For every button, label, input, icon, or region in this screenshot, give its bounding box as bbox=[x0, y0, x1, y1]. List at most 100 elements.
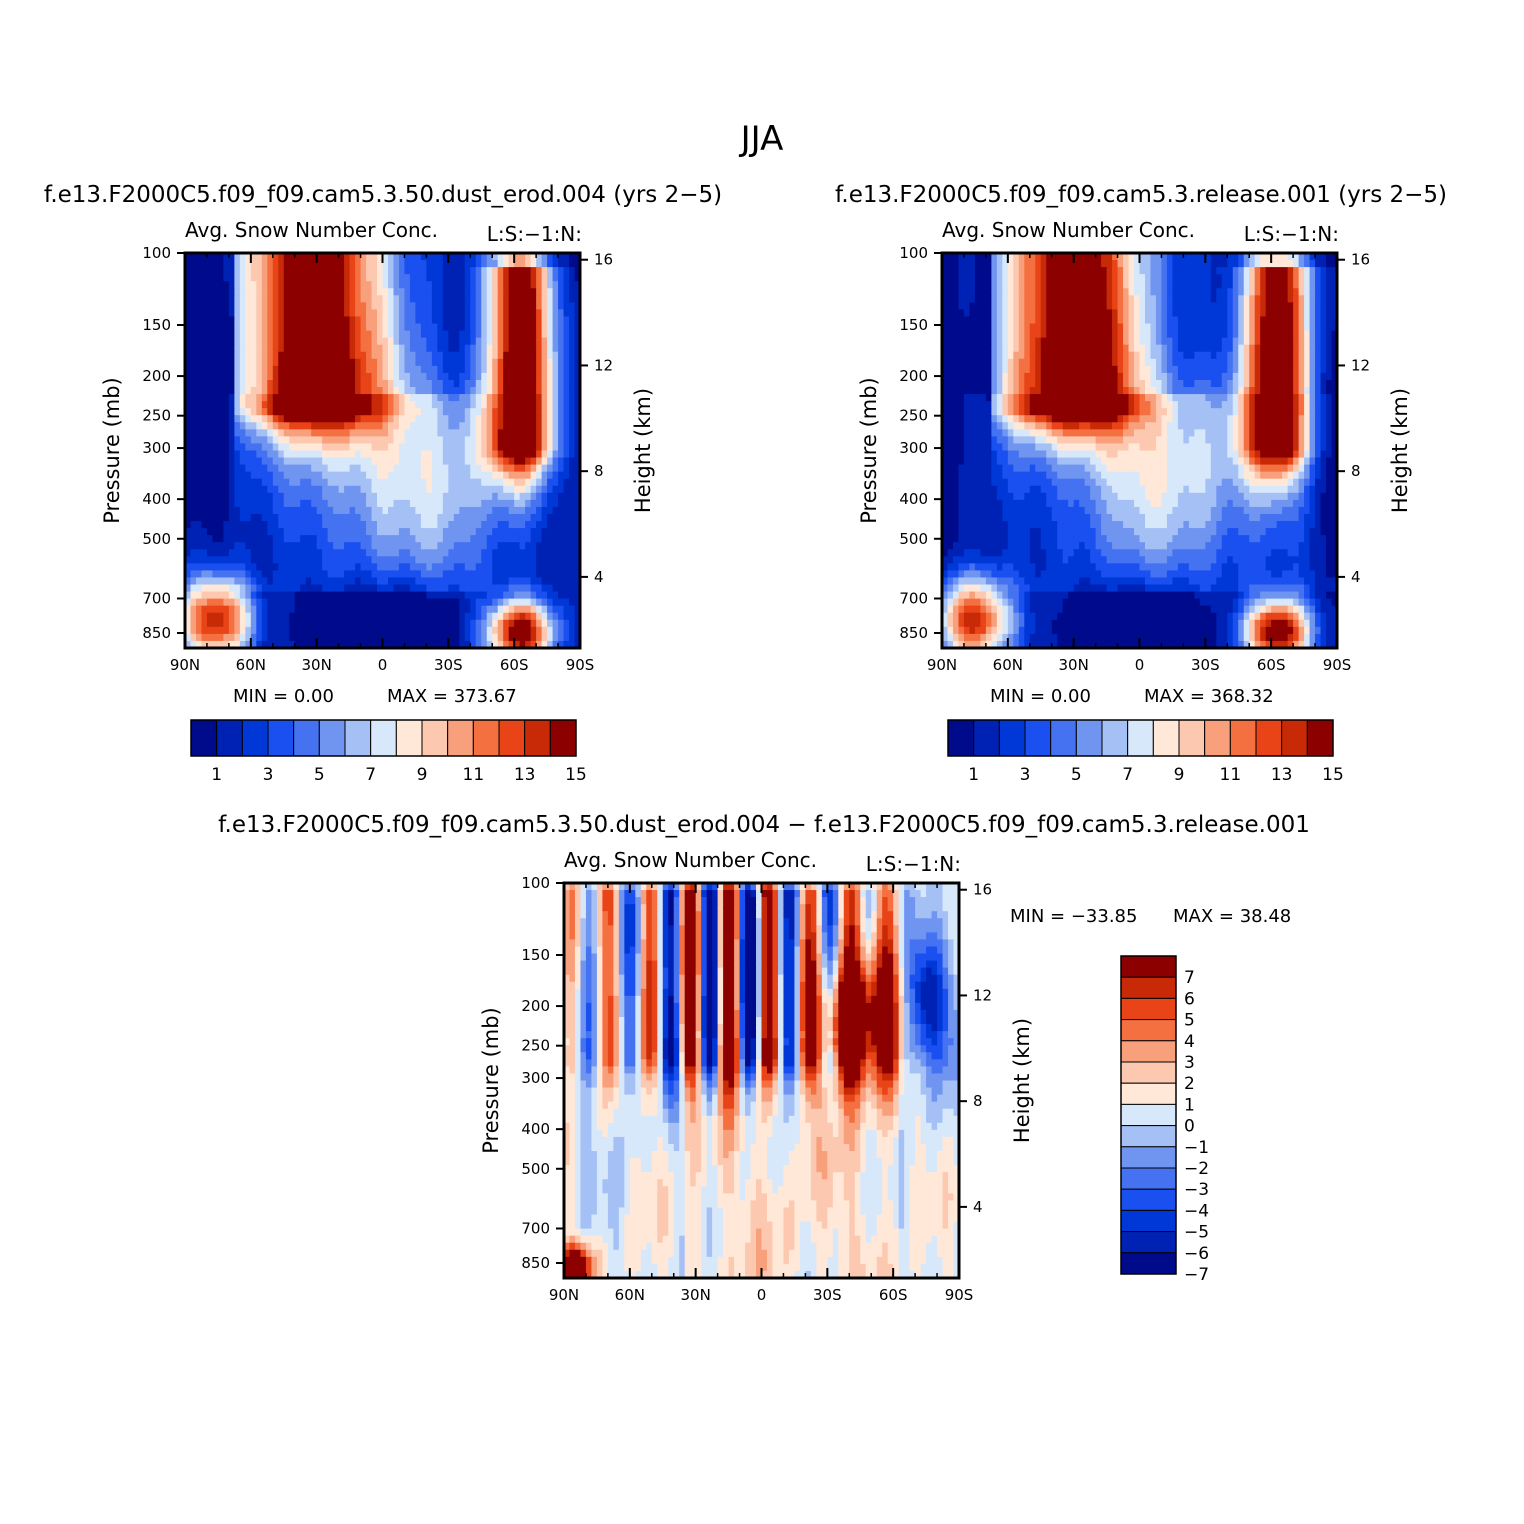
field-cell bbox=[558, 506, 565, 515]
field-cell bbox=[503, 274, 510, 282]
field-cell bbox=[256, 253, 263, 261]
field-cell bbox=[409, 267, 417, 275]
field-cell bbox=[387, 591, 395, 600]
field-cell bbox=[322, 485, 329, 494]
field-cell bbox=[1265, 323, 1272, 332]
field-cell bbox=[1287, 267, 1294, 275]
field-cell bbox=[300, 323, 307, 332]
field-cell bbox=[382, 330, 389, 339]
field-cell bbox=[338, 401, 345, 409]
field-cell bbox=[437, 365, 444, 374]
field-cell bbox=[453, 379, 460, 388]
field-cell bbox=[536, 612, 543, 621]
field-cell bbox=[1095, 302, 1102, 311]
field-cell bbox=[492, 549, 499, 557]
field-cell bbox=[552, 267, 559, 275]
field-cell bbox=[278, 422, 285, 430]
field-cell bbox=[1161, 330, 1168, 339]
field-cell bbox=[300, 394, 307, 402]
field-cell bbox=[201, 471, 208, 480]
field-cell bbox=[322, 394, 329, 402]
field-cell bbox=[1210, 323, 1217, 332]
field-cell bbox=[1326, 302, 1333, 311]
field-cell bbox=[508, 309, 515, 318]
field-cell bbox=[563, 521, 570, 529]
field-cell bbox=[1205, 253, 1212, 261]
field-cell bbox=[431, 471, 438, 480]
field-cell bbox=[377, 358, 384, 367]
field-cell bbox=[569, 633, 576, 642]
field-cell bbox=[1155, 267, 1163, 275]
field-cell bbox=[558, 351, 565, 360]
field-cell bbox=[398, 450, 406, 459]
field-cell bbox=[470, 330, 477, 339]
field-cell bbox=[541, 372, 548, 381]
field-cell bbox=[195, 626, 203, 635]
field-cell bbox=[355, 330, 362, 339]
field-cell bbox=[1331, 274, 1338, 282]
field-cell bbox=[256, 288, 263, 296]
field-cell bbox=[289, 598, 296, 607]
field-cell bbox=[228, 598, 235, 607]
field-cell bbox=[398, 577, 406, 586]
field-cell bbox=[1095, 316, 1102, 325]
field-cell bbox=[1007, 281, 1014, 289]
field-cell bbox=[525, 577, 532, 586]
field-cell bbox=[1194, 260, 1201, 268]
field-cell bbox=[1227, 253, 1234, 261]
field-cell bbox=[261, 358, 268, 367]
field-cell bbox=[245, 619, 252, 628]
field-cell bbox=[415, 584, 422, 593]
field-cell bbox=[278, 274, 285, 282]
field-cell bbox=[415, 344, 422, 353]
field-cell bbox=[492, 337, 499, 346]
field-cell bbox=[969, 260, 976, 268]
field-cell bbox=[185, 513, 192, 522]
field-cell bbox=[371, 351, 378, 360]
field-cell bbox=[355, 605, 362, 614]
field-cell bbox=[409, 379, 417, 388]
field-cell bbox=[322, 379, 329, 388]
field-cell bbox=[206, 457, 214, 466]
field-cell bbox=[355, 316, 362, 325]
field-cell bbox=[261, 542, 268, 550]
field-cell bbox=[503, 528, 510, 536]
field-cell bbox=[1282, 260, 1289, 268]
field-cell bbox=[250, 288, 257, 296]
field-cell bbox=[503, 415, 510, 423]
field-cell bbox=[344, 535, 351, 543]
field-cell bbox=[453, 372, 460, 381]
field-cell bbox=[305, 415, 312, 423]
field-cell bbox=[278, 471, 285, 480]
field-cell bbox=[190, 450, 197, 459]
field-cell bbox=[503, 288, 510, 296]
field-cell bbox=[256, 605, 263, 614]
field-cell bbox=[185, 309, 192, 318]
field-cell bbox=[448, 372, 455, 381]
field-cell bbox=[223, 281, 230, 289]
field-cell bbox=[283, 464, 290, 473]
field-cell bbox=[420, 619, 427, 628]
field-cell bbox=[464, 267, 471, 275]
field-cell bbox=[569, 570, 576, 579]
field-cell bbox=[1282, 267, 1289, 275]
field-cell bbox=[349, 372, 356, 381]
field-cell bbox=[311, 591, 318, 600]
field-cell bbox=[201, 401, 208, 409]
field-cell bbox=[366, 372, 373, 381]
field-cell bbox=[1254, 316, 1261, 325]
field-cell bbox=[1002, 330, 1009, 339]
field-cell bbox=[497, 513, 504, 522]
field-cell bbox=[289, 344, 296, 353]
field-cell bbox=[387, 521, 395, 529]
field-cell bbox=[1007, 330, 1014, 339]
field-cell bbox=[952, 267, 960, 275]
field-cell bbox=[1282, 330, 1289, 339]
field-cell bbox=[316, 549, 323, 557]
field-cell bbox=[223, 429, 230, 437]
field-cell bbox=[1144, 288, 1152, 296]
field-cell bbox=[1188, 274, 1195, 282]
field-cell bbox=[250, 633, 257, 642]
field-cell bbox=[1117, 323, 1124, 332]
field-cell bbox=[514, 521, 521, 529]
